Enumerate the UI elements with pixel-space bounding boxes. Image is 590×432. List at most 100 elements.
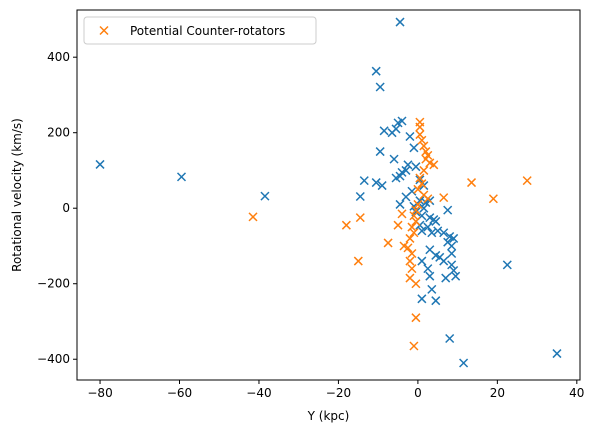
data-point: [447, 248, 457, 259]
counter-rotator-point: [409, 211, 419, 221]
counter-rotator-point: [353, 256, 363, 266]
counter-rotator-point: [407, 248, 417, 259]
counter-rotator-point: [411, 216, 421, 226]
counter-rotator-point: [411, 205, 421, 215]
counter-rotator-point: [407, 222, 417, 232]
x-tick-label: −60: [167, 386, 192, 400]
x-tick-label: 40: [569, 386, 584, 400]
data-point: [377, 181, 387, 191]
x-tick-label: −80: [87, 386, 112, 400]
counter-rotator-point: [417, 135, 427, 145]
counter-rotator-point: [409, 341, 419, 351]
data-point: [375, 82, 385, 92]
data-point: [451, 271, 461, 281]
counter-rotator-point: [407, 264, 417, 274]
x-tick-label: 20: [490, 386, 505, 400]
counter-rotator-point: [341, 220, 351, 230]
data-point: [417, 294, 427, 304]
data-point: [387, 128, 397, 138]
legend-label: Potential Counter-rotators: [130, 24, 285, 38]
counter-rotator-point: [383, 238, 393, 248]
data-point: [425, 271, 435, 281]
data-point: [447, 260, 457, 270]
counter-rotator-point: [413, 199, 423, 209]
legend-box: [83, 16, 317, 45]
counter-rotator-point: [439, 193, 449, 203]
y-tick-label: 400: [47, 50, 70, 64]
data-point: [397, 116, 407, 126]
data-point: [355, 191, 365, 202]
data-point: [417, 226, 427, 236]
y-tick-label: 0: [62, 201, 70, 215]
counter-rotator-point: [419, 165, 429, 175]
counter-rotator-point: [405, 256, 415, 266]
data-point: [427, 228, 437, 238]
legend: Potential Counter-rotators: [83, 16, 317, 45]
counter-rotator-point: [417, 179, 427, 189]
counter-rotator-point: [522, 176, 532, 186]
data-point: [401, 165, 411, 175]
counter-rotator-point: [393, 220, 403, 230]
data-point: [176, 172, 187, 182]
data-point: [375, 147, 385, 157]
data-point: [401, 192, 411, 202]
data-point: [423, 264, 433, 274]
counter-rotator-point: [415, 173, 425, 183]
counter-rotator-point: [423, 194, 433, 204]
data-point: [502, 260, 512, 270]
data-point: [552, 349, 562, 359]
data-point: [443, 205, 453, 215]
data-point: [431, 216, 441, 226]
data-point: [395, 17, 405, 27]
data-point: [433, 226, 443, 236]
counter-rotator-point: [415, 130, 425, 140]
data-point: [417, 256, 427, 266]
data-point: [260, 191, 270, 201]
data-point: [419, 203, 429, 213]
y-tick-label: 200: [47, 126, 70, 140]
legend-marker-icon: [99, 25, 109, 36]
y-axis-label: Rotational velocity (km/s): [10, 118, 24, 272]
data-point: [359, 176, 369, 186]
data-point: [405, 131, 415, 142]
plot-frame: [76, 9, 581, 381]
counter-rotator-point: [397, 209, 407, 219]
counter-rotator-point: [409, 228, 419, 238]
counter-rotator-point: [415, 122, 425, 132]
counter-rotator-point: [429, 160, 439, 170]
y-tick-label: −400: [37, 352, 70, 366]
y-tick-label: −200: [37, 277, 70, 291]
counter-rotator-point: [419, 141, 429, 151]
data-point: [423, 222, 433, 232]
counter-rotator-point: [411, 313, 421, 323]
x-tick-label: 0: [414, 386, 422, 400]
data-point: [371, 66, 381, 76]
counter-rotator-point: [488, 194, 498, 204]
points-layer: [95, 17, 562, 368]
data-point: [459, 358, 469, 368]
data-point: [427, 284, 437, 294]
data-point: [403, 160, 413, 170]
counter-rotator-point: [248, 212, 258, 222]
data-point: [449, 265, 459, 276]
data-point: [441, 273, 451, 283]
counter-rotator-point: [403, 243, 413, 253]
counter-rotator-point: [411, 279, 421, 289]
data-point: [395, 199, 405, 209]
data-point: [445, 333, 455, 343]
data-point: [371, 178, 381, 188]
data-point: [411, 162, 421, 172]
data-point: [389, 154, 399, 164]
data-point: [431, 296, 441, 306]
x-axis-label: Y (kpc): [307, 409, 350, 423]
data-point: [379, 126, 389, 136]
counter-rotator-point: [355, 213, 365, 223]
data-point: [447, 241, 457, 251]
x-tick-label: −20: [326, 386, 351, 400]
data-point: [439, 228, 449, 238]
counter-rotator-point: [467, 178, 477, 188]
legend-marker-x: [99, 25, 109, 36]
x-tick-label: −40: [246, 386, 271, 400]
